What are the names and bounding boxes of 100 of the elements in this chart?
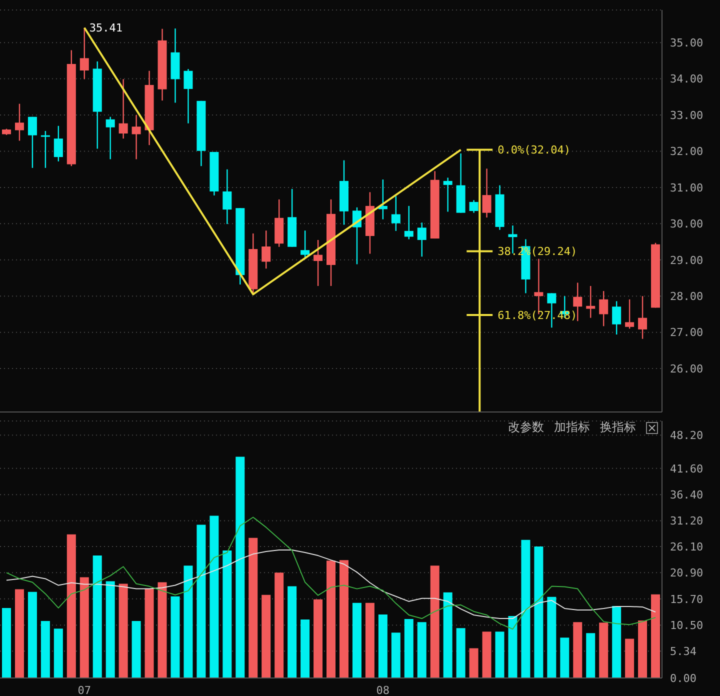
y-tick-label: 29.00 [670,254,704,267]
candlestick [391,196,400,232]
bar [66,534,76,678]
bar [625,638,634,678]
y-tick-label: 0.00 [670,672,696,685]
y-tick-label: 33.00 [670,108,704,122]
y-tick-label: 31.00 [670,181,704,194]
annotation: 换指标 [600,419,636,436]
bar [469,648,478,678]
y-tick-label: 5.34 [670,644,697,658]
bar [534,546,544,678]
bar [80,577,89,678]
bar [573,622,582,678]
bar [170,596,180,678]
candlestick [118,78,128,140]
candlestick [417,222,426,258]
bar [314,599,323,678]
y-tick-label: 15.70 [670,592,704,606]
y-tick-label: 26.00 [670,362,704,376]
bar [158,582,167,678]
y-tick-label: 48.20 [670,429,704,442]
y-tick-label: 28.00 [670,290,704,304]
y-tick-label: 35.00 [670,36,704,50]
bar [443,592,452,678]
candlestick [80,27,89,80]
bar [118,584,128,678]
bar [430,566,440,678]
bar [508,616,518,678]
bar [196,524,206,678]
bar [365,602,374,678]
bar [210,516,219,678]
bar [404,619,414,678]
bar [599,622,608,678]
bar [638,620,648,678]
x-tick-label: 07 [78,684,91,696]
candlestick [586,285,596,318]
candlestick [443,177,452,212]
candlestick [54,125,63,162]
bar [456,628,466,678]
bar [339,560,348,678]
candlestick [314,239,323,287]
candlestick [599,290,608,327]
y-tick-label: 32.00 [670,145,704,158]
bar [391,632,400,678]
bar [106,581,115,678]
y-tick-label: 36.40 [670,488,704,502]
candlestick [612,300,622,336]
ref-line-label: 0.0%(32.04) [498,144,570,157]
y-tick-label: 34.00 [670,72,704,86]
bar [352,602,362,678]
bar [560,638,570,678]
candlestick [222,168,232,225]
candlestick [28,116,37,169]
bar [495,632,504,678]
bar [222,550,232,678]
candlestick [482,168,492,218]
bar [288,586,297,678]
candlestick [300,230,310,259]
y-tick-label: 41.60 [670,462,704,476]
bar [651,594,660,678]
candlestick [638,296,648,340]
candlestick [132,114,141,160]
candlestick [106,116,115,160]
candlestick [404,205,414,240]
y-tick-label: 10.50 [670,618,704,632]
bar [547,596,556,678]
line-series [6,516,656,630]
bar [144,588,154,678]
candlestick [40,130,50,169]
bar [14,589,24,678]
bar [28,592,37,678]
y-tick-label: 26.10 [670,540,704,554]
bar [326,560,336,678]
bar [482,632,492,678]
bar [2,608,11,678]
annotation: 35.41 [89,22,122,35]
bar [248,538,258,678]
line-series [6,550,656,620]
candlestick [573,282,582,322]
bar [274,572,284,678]
bar [184,566,193,678]
annotation: 改参数 [508,419,544,436]
candlestick [14,103,24,142]
bar [521,540,530,678]
bar [378,614,388,678]
bar [300,620,310,678]
bar [612,606,622,678]
bar [54,628,63,678]
bar [586,633,596,678]
annotation: 加指标 [554,419,590,436]
bar [92,556,102,678]
y-tick-label: 27.00 [670,326,704,340]
bar [236,456,245,678]
candlestick [625,298,634,330]
y-tick-label: 20.90 [670,566,704,580]
bar [40,621,50,678]
y-tick-label: 30.00 [670,218,704,231]
y-tick-label: 31.20 [670,514,704,528]
candlestick [184,68,193,124]
candlestick [262,230,271,270]
